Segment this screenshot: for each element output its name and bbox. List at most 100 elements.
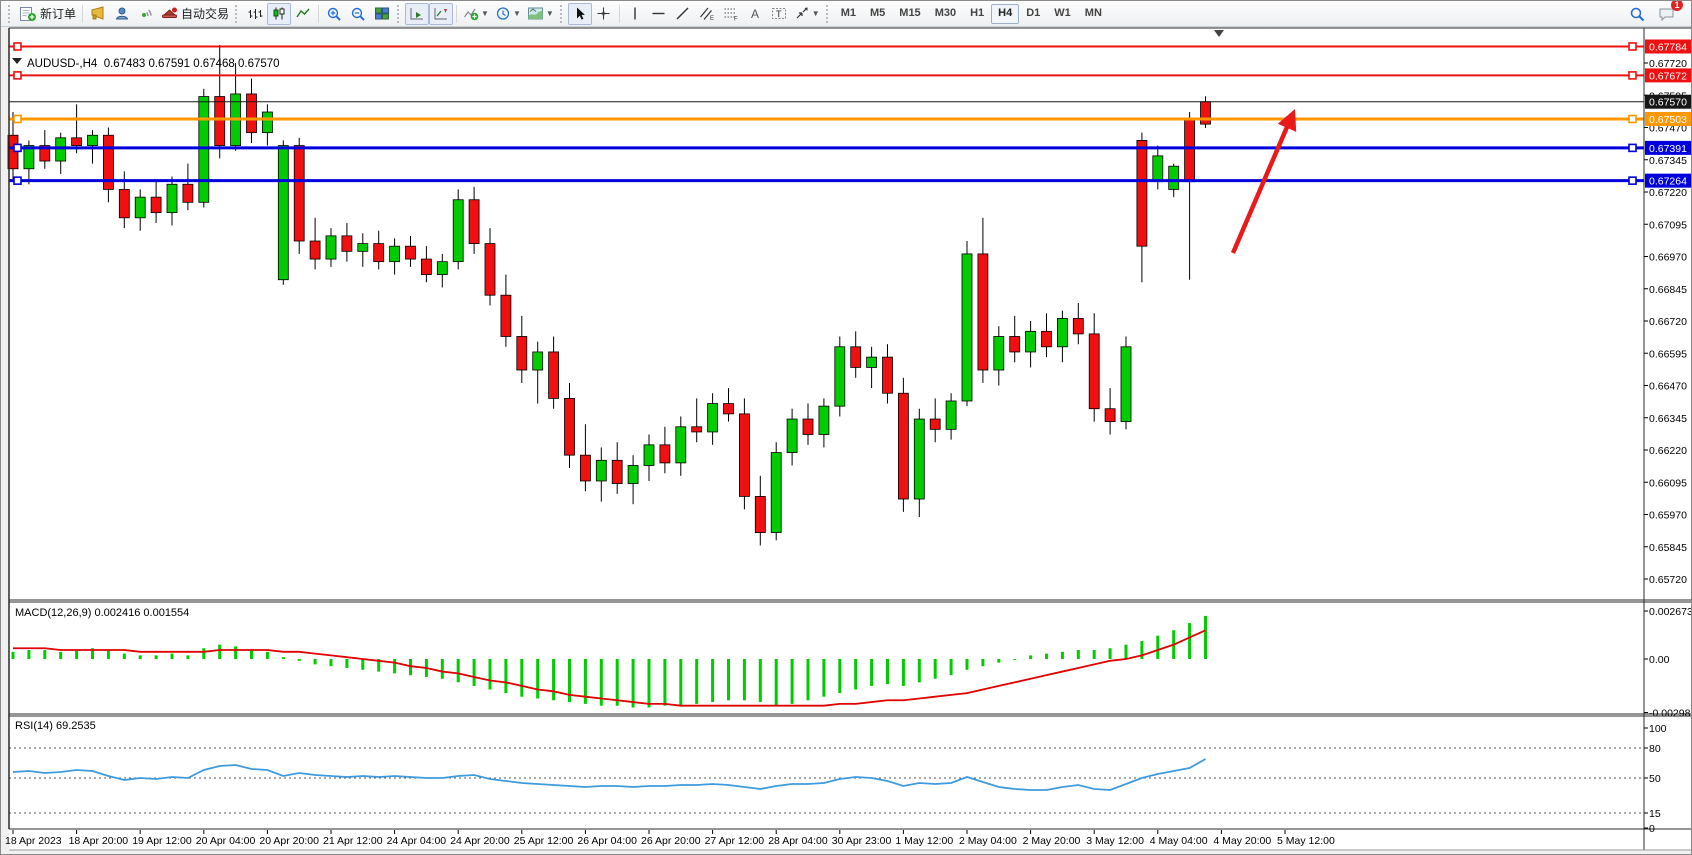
text-tool-button[interactable]: A (743, 3, 767, 25)
toolbar-grip[interactable] (825, 4, 831, 23)
zoom-out-button[interactable] (346, 3, 370, 25)
candle-body (882, 356, 893, 394)
line-handle[interactable] (13, 143, 22, 153)
auto-scroll-button[interactable] (405, 2, 430, 25)
svg-text:50: 50 (1649, 773, 1661, 785)
svg-text:0.66595: 0.66595 (1649, 348, 1687, 360)
line-handle[interactable] (13, 71, 22, 80)
candle-body (1088, 333, 1100, 410)
timeframe-mn-button[interactable]: MN (1084, 6, 1102, 19)
line-handle[interactable] (13, 42, 22, 51)
candle-body (627, 465, 639, 484)
svg-text:0.67345: 0.67345 (1649, 155, 1687, 167)
macd-histogram-bar (377, 659, 381, 672)
chart-window[interactable]: 0.677200.675950.674700.673450.672200.670… (1, 27, 1692, 854)
chart-shift-marker-icon[interactable] (1214, 30, 1224, 37)
svg-text:T: T (776, 9, 782, 19)
timeframe-m15-button[interactable]: M15 (899, 6, 921, 19)
macd-histogram-bar (901, 659, 905, 686)
trendline-tool-button[interactable] (671, 3, 695, 25)
horizontal-level-line[interactable] (9, 176, 1644, 185)
toolbar-grip[interactable] (235, 4, 240, 23)
search-icon (1630, 7, 1644, 21)
svg-text:18 Apr 20:00: 18 Apr 20:00 (69, 835, 129, 847)
mql-editor-button[interactable] (110, 3, 134, 25)
macd-histogram-bar (806, 659, 810, 701)
horizontal-line-icon (652, 12, 665, 15)
line-handle[interactable] (1628, 114, 1637, 124)
candle-body (293, 145, 305, 242)
macd-histogram-bar (170, 653, 174, 659)
toolbar-grip[interactable] (8, 4, 13, 23)
chart-canvas[interactable]: 0.677200.675950.674700.673450.672200.670… (1, 27, 1692, 854)
candle-body (659, 444, 671, 464)
vertical-line-tool-button[interactable] (623, 3, 647, 25)
candle-body (850, 346, 862, 368)
fibonacci-tool-button[interactable]: F (719, 3, 743, 25)
timeframe-m5-button[interactable]: M5 (870, 6, 886, 19)
notifications-button[interactable]: 1 (1655, 1, 1683, 25)
arrows-tool-button[interactable]: ▼ (791, 3, 823, 25)
line-handle[interactable] (13, 114, 22, 124)
search-button[interactable] (1625, 3, 1649, 25)
indicators-button[interactable]: ▼ (460, 3, 492, 25)
chart-shift-button[interactable] (429, 2, 454, 25)
crosshair-button[interactable] (592, 3, 616, 25)
candlestick-chart-button[interactable] (267, 2, 292, 25)
line-chart-button[interactable] (291, 3, 315, 25)
trend-arrow-annotation[interactable] (1230, 109, 1297, 254)
candle-body (580, 454, 591, 482)
templates-button[interactable]: ▼ (524, 3, 557, 25)
timeframe-m1-button[interactable]: M1 (840, 6, 856, 19)
timeframe-w1-button[interactable]: W1 (1054, 6, 1071, 19)
svg-text:0: 0 (1649, 823, 1655, 835)
line-handle[interactable] (1628, 143, 1637, 153)
line-handle[interactable] (1628, 42, 1637, 51)
bar-chart-button[interactable] (243, 3, 267, 25)
toolbar-grip[interactable] (559, 4, 565, 23)
one-click-trading-toggle-icon[interactable] (12, 58, 22, 64)
bar-chart-icon (248, 9, 263, 19)
candle-body (309, 240, 321, 260)
text-label-tool-button[interactable]: T (767, 3, 791, 25)
dropdown-arrow-icon: ▼ (481, 9, 489, 18)
horizontal-level-line[interactable] (9, 143, 1644, 153)
signals-button[interactable] (134, 3, 158, 25)
autotrading-label: 自动交易 (181, 7, 230, 21)
equidistant-channel-tool-button[interactable]: E (695, 3, 719, 25)
line-handle[interactable] (1628, 71, 1637, 80)
candle-body (1057, 318, 1068, 348)
candle-body (71, 137, 82, 146)
timeframe-h4-button[interactable]: H4 (991, 3, 1020, 24)
line-handle[interactable] (13, 176, 22, 185)
line-handle[interactable] (1628, 176, 1637, 185)
tile-windows-button[interactable] (370, 3, 394, 25)
timeframe-h1-button[interactable]: H1 (970, 6, 985, 19)
macd-histogram-bar (790, 659, 794, 704)
candle-body (754, 496, 766, 533)
autotrading-button[interactable]: 自动交易 (158, 3, 232, 25)
horizontal-level-line[interactable] (9, 42, 1644, 51)
timeframe-m30-button[interactable]: M30 (934, 6, 957, 19)
timeframe-d1-button[interactable]: D1 (1026, 6, 1041, 19)
horizontal-level-line[interactable] (9, 71, 1644, 80)
price-axis[interactable]: 0.677200.675950.674700.673450.672200.670… (1644, 39, 1692, 586)
zoom-in-button[interactable] (322, 3, 346, 25)
macd-histogram-bar (1092, 650, 1096, 659)
cursor-button[interactable] (567, 2, 592, 25)
horizontal-line-tool-button[interactable] (647, 3, 671, 25)
macd-histogram-bar (917, 659, 921, 683)
new-order-button[interactable]: 新订单 (16, 3, 79, 25)
time-axis[interactable]: 18 Apr 2023 18 Apr 20:00 19 Apr 12:00 20 Ap… (5, 830, 1335, 847)
horizontal-level-line[interactable] (9, 114, 1644, 124)
macd-histogram-bar (854, 659, 858, 690)
candle-body (977, 253, 989, 371)
macd-histogram-bar (1124, 644, 1128, 659)
toolbar-grip[interactable] (397, 4, 402, 23)
macd-histogram-bar (552, 659, 556, 701)
periods-button[interactable]: ▼ (492, 3, 524, 25)
rsi-axis: 100 80 50 15 0 (1644, 723, 1667, 835)
macd-histogram-bar (440, 659, 444, 679)
quotes-button[interactable] (86, 3, 110, 25)
